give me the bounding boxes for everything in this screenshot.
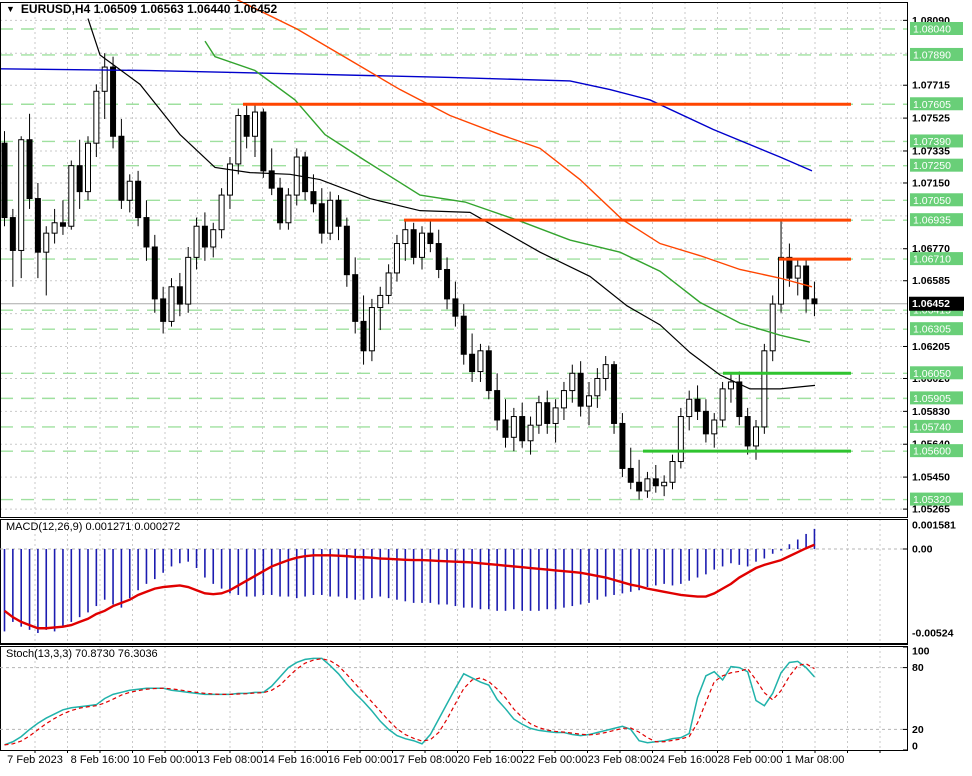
ma-black-line	[87, 18, 816, 390]
price-level-badge	[910, 134, 963, 148]
price-level-badge	[910, 444, 963, 458]
stoch-d-line	[4, 658, 815, 746]
time-axis-label: 1 Mar 08:00	[785, 754, 845, 766]
price-level-badge	[910, 322, 963, 336]
axis-label: 1.05265	[912, 504, 950, 516]
price-level-badge	[910, 47, 963, 61]
axis-label: 1.08040	[913, 24, 951, 36]
macd-panel[interactable]	[0, 519, 908, 645]
price-level-badge	[910, 252, 963, 266]
ma-green-line	[204, 40, 811, 343]
time-axis[interactable]: 7 Feb 2023 8 Feb 16:00 10 Feb 00:00 13 Feb …	[0, 752, 908, 776]
price-level-badge	[910, 97, 963, 111]
axis-label: -0.00524	[912, 628, 954, 640]
price-level-badge	[910, 419, 963, 433]
axis-label: 1.05830	[912, 406, 950, 418]
symbol-ohlc-title: EURUSD,H4 1.06509 1.06563 1.06440 1.0645…	[20, 2, 278, 16]
time-axis-label: 14 Feb 16:00	[262, 754, 328, 766]
axis-label: 1.05450	[912, 472, 950, 484]
current-price-badge	[909, 296, 964, 311]
ma-blue-line	[0, 68, 813, 172]
axis-label: 1.06050	[913, 368, 951, 380]
axis-label: 1.05905	[913, 393, 951, 405]
time-axis-label: 13 Feb 08:00	[197, 754, 263, 766]
macd-indicator-label: MACD(12,26,9) 0.001271 0.000272	[6, 521, 181, 533]
price-level-badge	[910, 213, 963, 227]
axis-label: 1.06205	[912, 341, 950, 353]
macd-signal-line	[3, 543, 815, 630]
gridlines	[0, 2, 908, 753]
axis-label: 1.07525	[912, 113, 950, 125]
axis-label: 1.06452	[912, 298, 950, 310]
axis-label: 80	[912, 662, 924, 674]
stoch-indicator-label: Stoch(13,3,3) 70.8730 76.3036	[6, 648, 158, 660]
axis-label: 20	[912, 724, 924, 736]
symbol-dropdown-icon[interactable]: ▼	[6, 4, 15, 14]
axis-label: 1.07715	[912, 80, 950, 92]
price-level-badge	[910, 158, 963, 172]
axis-label: 0.00	[912, 544, 933, 556]
main-price-panel[interactable]	[0, 0, 908, 518]
axis-label: 100	[912, 646, 930, 658]
axis-label: 1.07335	[912, 145, 950, 157]
price-level-badge	[910, 366, 963, 380]
time-axis-label: 16 Feb 00:00	[327, 754, 393, 766]
time-axis-label: 17 Feb 08:00	[392, 754, 458, 766]
axis-label: 1.06710	[913, 254, 951, 266]
price-level-badge	[910, 193, 963, 207]
axis-label: 1.05320	[913, 494, 951, 506]
axis-label: 0	[912, 741, 918, 753]
axis-label: 1.07890	[913, 49, 951, 61]
axis-label: 1.07150	[912, 177, 950, 189]
price-level-badge	[910, 391, 963, 405]
time-axis-label: 8 Feb 16:00	[70, 754, 130, 766]
axis-label: 1.07390	[913, 136, 951, 148]
time-axis-label: 24 Feb 16:00	[652, 754, 718, 766]
ma-orange-line	[236, 0, 813, 288]
axis-label: 0.001581	[912, 520, 956, 532]
price-axis[interactable]: 1.080901.077151.075251.073351.071501.067…	[903, 15, 964, 753]
stoch-k-line	[4, 657, 816, 746]
axis-label: 1.07605	[913, 99, 951, 111]
stoch-panel[interactable]	[0, 646, 908, 751]
time-axis-label: 23 Feb 08:00	[587, 754, 653, 766]
time-axis-label: 7 Feb 2023	[7, 754, 63, 766]
axis-label: 1.06305	[913, 324, 951, 336]
axis-label: 1.05600	[913, 446, 951, 458]
chart-title-bar: ▼ EURUSD,H4 1.06509 1.06563 1.06440 1.06…	[6, 2, 277, 16]
price-level-badge	[910, 22, 963, 35]
time-axis-label: 22 Feb 00:00	[522, 754, 588, 766]
axis-label: 1.06585	[912, 275, 950, 287]
macd-histogram	[3, 528, 816, 634]
time-axis-label: 20 Feb 16:00	[457, 754, 523, 766]
axis-label: 1.07250	[913, 160, 951, 172]
axis-label: 1.05740	[913, 421, 951, 433]
axis-label: 1.07050	[913, 195, 951, 207]
time-axis-label: 10 Feb 00:00	[132, 754, 198, 766]
axis-label: 1.06935	[913, 215, 951, 227]
time-axis-label: 28 Feb 00:00	[717, 754, 783, 766]
price-level-badge	[910, 492, 963, 506]
